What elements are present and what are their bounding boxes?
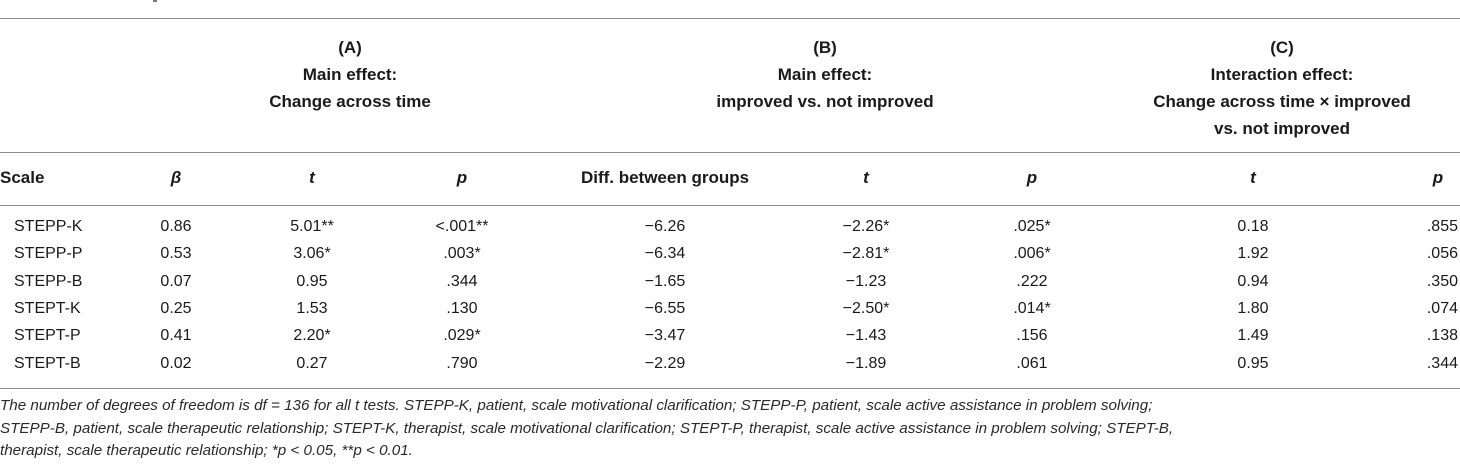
cell-p-c: .344 (1426, 354, 1458, 372)
group-a-title: Main effect: (302, 65, 398, 84)
group-b-title: Main effect: (777, 65, 873, 84)
cell-t-a: 2.20* (293, 327, 331, 345)
table-row: STEPT-B 0.02 0.27 .790 −2.29 −1.89 .061 0.95 .34… (0, 350, 1460, 377)
cell-diff: −6.34 (644, 245, 686, 263)
table-row: STEPP-P 0.53 3.06* .003* −6.34 −2.81* .006* 1.9… (0, 240, 1460, 267)
cell-t-a: 0.27 (296, 354, 328, 372)
cell-scale: STEPT-K (14, 299, 81, 317)
footnote-line-3: therapist, scale therapeutic relationshi… (0, 442, 413, 459)
column-header-diff: Diff. between groups (580, 168, 750, 187)
cell-diff: −3.47 (644, 327, 686, 345)
column-header-beta: β (170, 168, 182, 187)
footnote-line-2: STEPP-B, patient, scale therapeutic rela… (0, 419, 1174, 437)
cell-t-c: 0.18 (1237, 218, 1269, 235)
cell-p-a: .344 (446, 272, 478, 290)
column-header-scale: Scale (0, 168, 45, 187)
column-header-p-b: p (1026, 168, 1038, 187)
cell-t-b: −2.26* (842, 218, 890, 235)
cell-p-a: .790 (446, 354, 478, 372)
footnote-line-1: The number of degrees of freedom is df =… (0, 397, 1153, 414)
group-c-subtitle: Change across time × improved (1153, 92, 1411, 111)
cell-scale: STEPP-B (14, 272, 83, 290)
cell-p-a: .003* (443, 245, 481, 263)
cell-beta: 0.41 (160, 327, 192, 345)
cell-p-c: .350 (1426, 272, 1458, 290)
cell-diff: −6.26 (644, 218, 686, 235)
cell-scale: STEPT-B (14, 354, 81, 372)
cell-p-b: .006* (1013, 245, 1051, 263)
cell-t-b: −1.23 (845, 272, 887, 290)
column-header-p-c: p (1432, 168, 1444, 187)
cell-p-b: .222 (1016, 272, 1048, 290)
cell-beta: 0.02 (160, 354, 192, 372)
table-footnote: The number of degrees of freedom is df =… (0, 395, 1450, 463)
group-c-label: (C) (1270, 38, 1294, 57)
cell-p-c: .074 (1426, 299, 1458, 317)
group-header-a: (A) Main effect: Change across time (190, 34, 510, 115)
group-header-b: (B) Main effect: improved vs. not improv… (665, 34, 985, 115)
cell-p-a: .130 (446, 299, 478, 317)
cell-p-b: .014* (1013, 299, 1051, 317)
cell-t-c: 0.95 (1237, 354, 1269, 372)
sub-rule (0, 205, 1460, 206)
group-c-subtitle-cont: vs. not improved (1213, 119, 1351, 138)
bottom-rule (0, 388, 1460, 389)
top-cut-mark (153, 0, 157, 2)
column-header-t-b: t (863, 168, 869, 187)
cell-p-b: .156 (1016, 327, 1048, 345)
cell-p-b: .061 (1016, 354, 1048, 372)
cell-t-b: −2.81* (842, 245, 890, 263)
cell-t-a: 3.06* (293, 245, 331, 263)
cell-p-c: .056 (1426, 245, 1458, 263)
cell-t-a: 5.01** (290, 218, 334, 235)
column-header-t-c: t (1250, 168, 1256, 187)
group-c-title: Interaction effect: (1210, 65, 1354, 84)
cell-beta: 0.86 (160, 218, 192, 235)
cell-t-c: 0.94 (1237, 272, 1269, 290)
cell-diff: −2.29 (644, 354, 686, 372)
table-row: STEPT-K 0.25 1.53 .130 −6.55 −2.50* .014* 1.80.… (0, 295, 1460, 322)
cell-t-c: 1.80 (1237, 299, 1269, 317)
cell-p-a: <.001** (435, 218, 489, 235)
cell-diff: −1.65 (644, 272, 686, 290)
column-header-p-a: p (456, 168, 468, 187)
cell-diff: −6.55 (644, 299, 686, 317)
table-row: STEPP-B 0.07 0.95 .344 −1.65 −1.23 .222 0.94 .35… (0, 268, 1460, 295)
cell-p-b: .025* (1013, 218, 1051, 235)
top-rule (0, 18, 1460, 19)
cell-t-c: 1.92 (1237, 245, 1269, 263)
group-b-subtitle: improved vs. not improved (716, 92, 934, 111)
cell-beta: 0.07 (160, 272, 192, 290)
cell-t-b: −1.43 (845, 327, 887, 345)
cell-p-c: .855 (1426, 218, 1458, 235)
group-header-c: (C) Interaction effect: Change across ti… (1112, 34, 1452, 142)
cell-p-a: .029* (443, 327, 481, 345)
cell-t-b: −2.50* (842, 299, 890, 317)
cell-t-b: −1.89 (845, 354, 887, 372)
group-a-label: (A) (338, 38, 362, 57)
table-row: STEPP-K 0.86 5.01** <.001** −6.26 −2.26* .025*… (0, 213, 1460, 240)
cell-t-c: 1.49 (1237, 327, 1269, 345)
column-header-t-a: t (309, 168, 315, 187)
cell-t-a: 1.53 (296, 299, 328, 317)
cell-scale: STEPP-P (14, 245, 83, 263)
group-b-label: (B) (813, 38, 837, 57)
table-row: STEPT-P 0.41 2.20* .029* −3.47 −1.43 .156 1.49.… (0, 322, 1460, 349)
cell-scale: STEPP-K (14, 218, 83, 235)
mid-rule (0, 152, 1460, 153)
cell-beta: 0.53 (160, 245, 192, 263)
cell-scale: STEPT-P (14, 327, 81, 345)
cell-t-a: 0.95 (296, 272, 328, 290)
cell-p-c: .138 (1426, 327, 1458, 345)
group-a-subtitle: Change across time (269, 92, 431, 111)
cell-beta: 0.25 (160, 299, 192, 317)
